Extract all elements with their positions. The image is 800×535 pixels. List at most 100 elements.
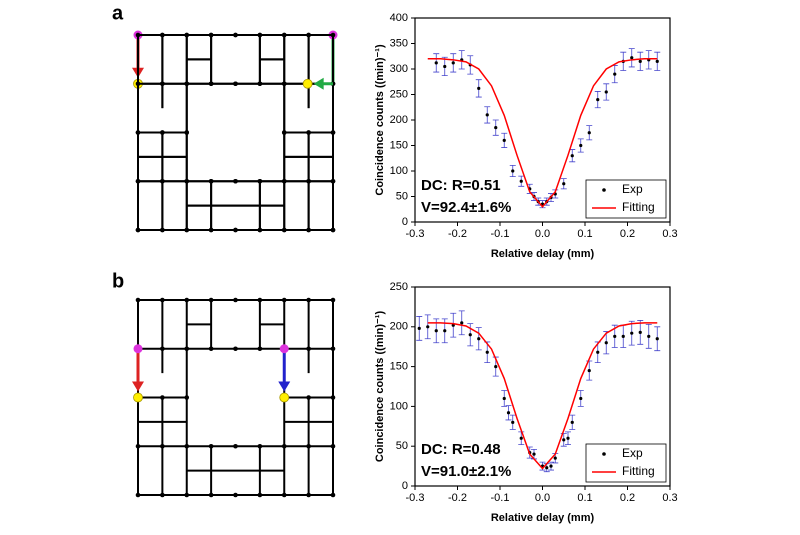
annotation: V=91.0±2.1% xyxy=(421,463,511,480)
lattice-node xyxy=(257,227,263,233)
y-axis-label: Coincidence counts ((min)⁻¹) xyxy=(374,311,386,463)
fit-line xyxy=(427,322,658,470)
data-point xyxy=(587,368,591,373)
legend-label: Exp xyxy=(622,446,643,460)
y-tick-label: 150 xyxy=(390,139,408,151)
x-tick-label: -0.3 xyxy=(406,228,425,240)
y-tick-label: 200 xyxy=(390,114,408,126)
lattice-node xyxy=(233,346,238,352)
x-axis-label: Relative delay (mm) xyxy=(491,512,595,524)
data-point xyxy=(553,456,557,460)
data-point xyxy=(604,341,608,345)
lattice-node xyxy=(330,32,336,38)
lattice-node xyxy=(160,395,165,400)
data-point xyxy=(562,438,566,442)
data-point xyxy=(545,466,549,470)
panel-label: a xyxy=(112,2,124,24)
data-point xyxy=(477,86,481,90)
lattice-node xyxy=(184,130,190,135)
data-point xyxy=(613,72,617,76)
data-point xyxy=(570,154,574,158)
lattice-node xyxy=(233,492,238,498)
data-point xyxy=(630,56,634,60)
lattice-node xyxy=(306,443,311,449)
data-point xyxy=(434,61,438,65)
lattice-node xyxy=(233,32,238,38)
data-point xyxy=(630,331,634,335)
data-point xyxy=(426,325,430,329)
lattice-node xyxy=(306,130,311,135)
lattice-node xyxy=(306,178,311,184)
y-tick-label: 0 xyxy=(402,480,408,492)
x-tick-label: -0.2 xyxy=(448,492,467,504)
lattice-node xyxy=(306,346,311,352)
lattice-node xyxy=(330,130,336,135)
lattice-node xyxy=(135,492,141,498)
y-tick-label: 200 xyxy=(390,321,408,333)
data-point xyxy=(621,334,625,338)
lattice-node xyxy=(135,81,141,87)
annotation: V=92.4±1.6% xyxy=(421,199,511,216)
data-point xyxy=(647,334,651,338)
lattice-node xyxy=(330,346,336,352)
y-tick-label: 250 xyxy=(390,281,408,293)
lattice-node xyxy=(330,443,336,449)
lattice-node xyxy=(257,346,263,352)
legend-label: Fitting xyxy=(622,464,655,478)
lattice-node xyxy=(208,297,214,303)
data-point xyxy=(532,452,536,456)
y-tick-label: 50 xyxy=(396,440,408,452)
data-point xyxy=(562,182,566,186)
data-point xyxy=(502,138,506,142)
lattice-node xyxy=(160,443,165,449)
data-point xyxy=(655,59,659,63)
lattice-node xyxy=(233,227,238,233)
data-point xyxy=(655,337,659,341)
x-axis-label: Relative delay (mm) xyxy=(491,248,595,260)
data-point xyxy=(485,113,489,117)
x-tick-label: 0.3 xyxy=(662,492,677,504)
x-tick-label: 0.1 xyxy=(577,228,592,240)
lattice-node xyxy=(160,346,165,352)
data-point xyxy=(596,350,600,354)
data-point xyxy=(502,396,506,401)
lattice-node xyxy=(281,227,287,233)
lattice-node xyxy=(306,297,311,303)
data-point xyxy=(511,169,515,173)
lattice-node xyxy=(306,32,311,38)
lattice-node xyxy=(208,32,214,38)
annotation: DC: R=0.51 xyxy=(421,177,501,194)
lattice-node xyxy=(160,227,165,233)
data-point xyxy=(519,436,523,440)
data-point xyxy=(468,333,472,337)
lattice-node xyxy=(306,227,311,233)
start-node xyxy=(133,344,143,354)
data-point xyxy=(494,365,498,369)
lattice-node xyxy=(135,130,141,135)
y-axis-label: Coincidence counts ((min)⁻¹) xyxy=(374,44,386,196)
data-point xyxy=(494,126,498,130)
lattice-node xyxy=(135,443,141,449)
lattice-node xyxy=(135,178,141,184)
lattice-node xyxy=(208,492,214,498)
lattice-node xyxy=(208,443,214,449)
legend-box xyxy=(585,443,667,483)
lattice-node xyxy=(233,443,238,449)
legend-label: Exp xyxy=(622,182,643,196)
lattice-node xyxy=(135,297,141,303)
lattice-node xyxy=(184,297,190,303)
lattice-node xyxy=(306,492,311,498)
lattice-node xyxy=(160,492,165,498)
lattice-node xyxy=(208,178,214,184)
lattice-node xyxy=(184,443,190,449)
y-tick-label: 50 xyxy=(396,190,408,202)
arrow-head xyxy=(278,381,291,392)
lattice-node xyxy=(281,297,287,303)
data-point xyxy=(451,61,455,65)
data-point xyxy=(477,337,481,341)
lattice-node xyxy=(330,395,336,400)
lattice-node xyxy=(184,81,190,87)
annotation: DC: R=0.48 xyxy=(421,441,501,458)
lattice-node xyxy=(135,32,141,38)
